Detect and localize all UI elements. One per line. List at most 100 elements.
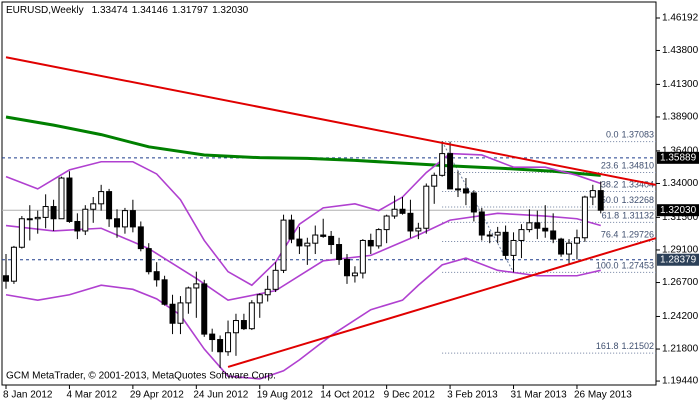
candle-body <box>367 239 374 247</box>
candle-body <box>415 227 422 232</box>
price-box <box>657 151 699 164</box>
candle-body <box>90 203 97 210</box>
fib-price-label: 1.21502 <box>621 341 654 351</box>
candle-body <box>375 229 382 247</box>
trendline <box>227 237 656 368</box>
candle-body <box>50 206 57 220</box>
fib-price-label: 1.34810 <box>621 161 654 171</box>
x-tick-label: 24 Jun 2012 <box>193 390 248 401</box>
candle-body <box>185 287 192 304</box>
header-open: 1.33474 <box>92 5 129 16</box>
fib-label: 38.2 1.33404 <box>601 180 654 190</box>
fib-level-label: 38.2 <box>601 180 619 190</box>
candle-body <box>201 283 208 335</box>
candle-body <box>573 237 580 244</box>
symbol: EURUSD,Weekly <box>6 5 84 16</box>
fib-price-label: 1.33404 <box>621 180 654 190</box>
fib-price-label: 1.29726 <box>621 230 654 240</box>
copyright: GCM MetaTrader, © 2001-2013, MetaQuotes … <box>6 371 276 382</box>
candle-body <box>510 239 517 256</box>
candle-body <box>34 216 41 220</box>
candle-body <box>137 226 144 250</box>
candle-body <box>18 218 25 248</box>
indicator-line <box>5 257 601 380</box>
candle-body <box>10 246 17 282</box>
candle-body <box>542 227 549 232</box>
candle-body <box>423 185 430 229</box>
candle-body <box>351 272 358 277</box>
x-tick-label: 9 Dec 2012 <box>384 390 436 401</box>
fib-level-label: 61.8 <box>602 211 620 221</box>
candle-body <box>455 188 462 191</box>
indicator-line <box>5 115 601 177</box>
candle-body <box>169 303 176 324</box>
fib-label: 76.4 1.29726 <box>601 230 654 240</box>
fib-price-label: 1.32268 <box>621 195 654 205</box>
y-tick-label: 1.19440 <box>662 376 699 387</box>
fib-level-label: 100.0 <box>596 261 619 271</box>
candle-body <box>106 191 113 220</box>
candle-body <box>320 234 327 237</box>
price-box <box>657 204 699 217</box>
candle-body <box>26 218 33 221</box>
x-tick-label: 8 Jan 2012 <box>3 390 53 401</box>
fib-label: 23.6 1.34810 <box>601 161 654 171</box>
candle-body <box>343 258 350 277</box>
fib-label: 161.8 1.21502 <box>596 341 654 351</box>
candle-body <box>518 229 525 241</box>
candle-body <box>248 302 255 330</box>
candle-body <box>486 234 493 237</box>
candle-body <box>114 218 121 228</box>
candle-body <box>42 206 49 218</box>
candle-body <box>161 279 168 305</box>
fib-label: 0.0 1.37083 <box>606 130 654 140</box>
fib-level-label: 161.8 <box>596 341 619 351</box>
y-tick-label: 1.34000 <box>662 178 699 189</box>
candle-body <box>597 190 604 211</box>
fib-price-label: 1.37083 <box>621 130 654 140</box>
y-tick-label: 1.43800 <box>662 45 699 56</box>
x-tick-label: 29 Apr 2012 <box>130 390 184 401</box>
candle-body <box>74 220 81 232</box>
x-tick-label: 3 Feb 2013 <box>447 390 498 401</box>
candle-body <box>336 244 343 260</box>
candle-body <box>447 153 454 190</box>
y-tick-label: 1.36400 <box>662 146 699 157</box>
candle-body <box>589 190 596 198</box>
candle-body <box>129 210 136 228</box>
candle-body <box>407 212 414 232</box>
fib-label: 50.0 1.32268 <box>601 195 654 205</box>
candle-body <box>66 177 73 222</box>
candle-body <box>494 231 501 236</box>
candle-body <box>328 235 335 246</box>
candle-body <box>359 239 366 274</box>
candle-body <box>478 211 485 236</box>
trendline <box>5 56 656 186</box>
candle-body <box>526 222 533 231</box>
candle-body <box>431 174 438 187</box>
y-tick-label: 1.21800 <box>662 344 699 355</box>
candle-body <box>566 242 573 255</box>
candle-body <box>232 320 239 334</box>
x-tick-label: 31 Mar 2013 <box>511 390 568 401</box>
header-close: 1.32030 <box>212 5 249 16</box>
candle-body <box>145 248 152 273</box>
y-tick-label: 1.46192 <box>662 13 699 24</box>
candle-body <box>581 196 588 239</box>
x-tick-label: 19 Aug 2012 <box>257 390 314 401</box>
candle-body <box>288 219 295 240</box>
x-tick-label: 26 May 2013 <box>574 390 632 401</box>
candle-body <box>296 238 303 247</box>
y-tick-label: 1.29100 <box>662 245 699 256</box>
fib-level-label: 50.0 <box>601 195 619 205</box>
candle-body <box>264 288 271 296</box>
candle-body <box>3 275 9 282</box>
candle-body <box>121 210 128 228</box>
candle-body <box>177 302 184 324</box>
candle-body <box>502 231 509 256</box>
header-low: 1.31797 <box>172 5 209 16</box>
price-label: 1.32030 <box>660 205 697 216</box>
candle-body <box>462 188 469 194</box>
